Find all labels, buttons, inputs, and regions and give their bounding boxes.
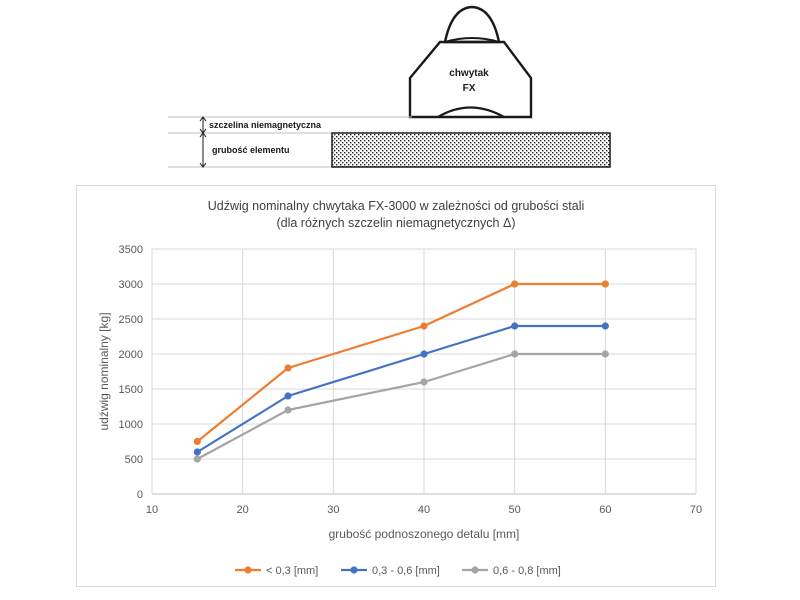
data-point [420,378,428,386]
chart-subtitle: (dla różnych szczelin niemagnetycznych Δ… [276,216,516,230]
x-tick-label: 60 [599,504,611,516]
data-point [284,392,292,400]
workpiece-hatched [331,132,611,168]
y-tick-label: 2500 [119,314,143,326]
x-tick-label: 70 [690,504,702,516]
y-tick-label: 2000 [119,349,143,361]
thickness-label: grubość elementu [212,145,290,155]
chart-panel [76,185,716,587]
x-tick-label: 40 [418,504,430,516]
y-tick-label: 3500 [119,244,143,256]
legend-label: 0,3 - 0,6 [mm] [372,565,440,577]
y-tick-label: 500 [125,454,143,466]
gap-label: szczelina niemagnetyczna [209,120,322,130]
gripper-model: FX [463,83,476,94]
y-tick-label: 1000 [119,419,143,431]
legend-label: < 0,3 [mm] [266,565,318,577]
gripper-body [408,40,533,119]
data-point [601,350,609,358]
x-tick-label: 10 [146,504,158,516]
data-point [601,322,609,330]
legend-marker [244,566,252,574]
x-tick-label: 20 [237,504,249,516]
data-point [193,455,201,463]
legend-marker [350,566,358,574]
x-tick-label: 30 [327,504,339,516]
data-point [193,448,201,456]
legend-label: 0,6 - 0,8 [mm] [493,565,561,577]
data-point [193,437,201,446]
gripper-label: chwytak [449,68,489,79]
x-tick-label: 50 [509,504,521,516]
data-point [284,364,292,372]
legend-marker [471,566,479,574]
data-point [511,280,519,288]
data-point [420,350,428,358]
data-point [511,350,519,358]
series-line-3 [196,352,606,460]
y-tick-label: 3000 [119,279,143,291]
data-point [284,406,292,414]
gripper-diagram: chwytak FX szczelina niemagnetyczna grub… [168,5,611,168]
series-line-1 [196,282,606,443]
chart-title: Udźwig nominalny chwytaka FX-3000 w zale… [207,199,585,213]
gripper-handle [443,5,501,44]
data-point [420,322,428,330]
y-tick-label: 1500 [119,384,143,396]
data-point [511,322,519,330]
x-axis-label: grubość podnoszonego detalu [mm] [329,527,520,541]
y-tick-label: 0 [137,489,143,501]
data-point [601,280,609,288]
y-axis-label: udźwig nominalny [kg] [97,312,111,430]
